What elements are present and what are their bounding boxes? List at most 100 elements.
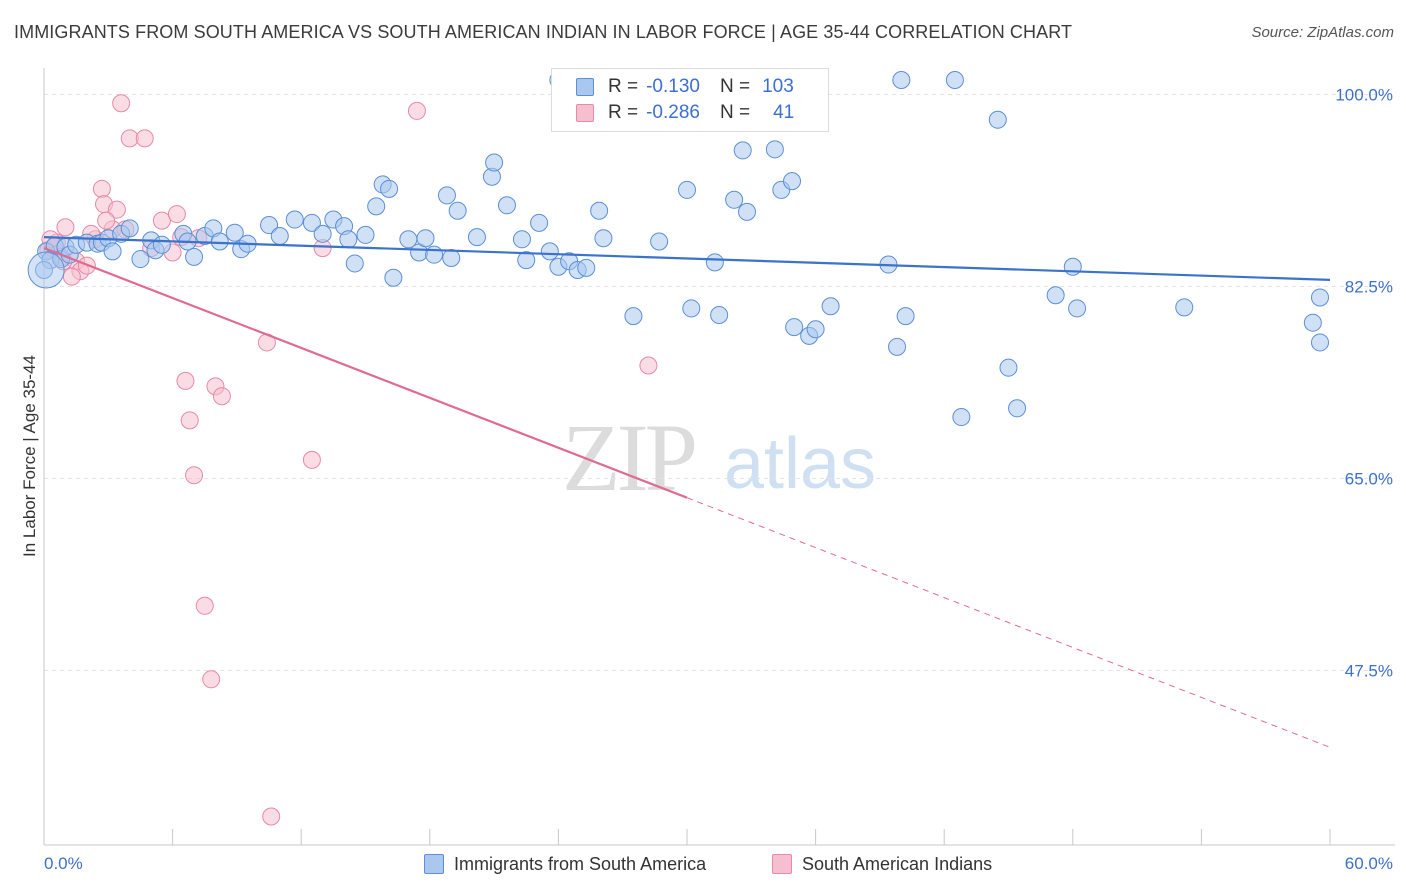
y-tick-label: 82.5% — [1345, 277, 1393, 296]
bottom-legend-label: South American Indians — [802, 853, 993, 874]
legend-n-value: 103 — [762, 76, 794, 97]
blue-data-point — [624, 307, 643, 326]
blue-data-point — [765, 140, 784, 159]
blue-data-point — [260, 216, 279, 235]
blue-data-point-cluster — [27, 251, 65, 289]
blue-data-point — [416, 229, 435, 248]
pink-data-point — [180, 411, 199, 430]
x-tick-label: 60.0% — [1345, 854, 1393, 873]
blue-data-point — [448, 201, 467, 220]
blue-data-point — [999, 358, 1018, 377]
pink-data-point — [407, 101, 426, 120]
blue-data-point — [1311, 288, 1329, 307]
blue-data-point — [425, 245, 444, 264]
pink-data-point — [176, 371, 195, 390]
pink-data-point — [639, 356, 658, 375]
blue-data-point — [120, 219, 139, 238]
pink-data-point — [152, 211, 171, 230]
blue-data-point — [682, 299, 701, 318]
blue-data-point — [210, 232, 229, 251]
pink-data-point — [56, 218, 75, 237]
blue-data-point — [1175, 298, 1194, 317]
pink-data-point — [107, 200, 126, 219]
legend-r-value: -0.286 — [646, 102, 700, 123]
pink-data-point — [62, 267, 81, 286]
legend-row-pink: R = -0.286 N = 41 — [576, 101, 794, 125]
blue-data-point — [485, 153, 504, 172]
trend-line-pink — [43, 247, 688, 499]
blue-data-point — [384, 268, 403, 287]
y-tick-label: 100.0% — [1335, 85, 1393, 104]
pink-data-point — [212, 387, 231, 406]
pink-data-point — [302, 450, 321, 469]
blue-data-point — [313, 224, 332, 243]
blue-data-point — [952, 408, 971, 427]
blue-data-point — [678, 180, 696, 199]
pink-data-point — [167, 205, 186, 224]
blue-data-point — [988, 110, 1007, 129]
blue-data-point — [650, 232, 669, 251]
bottom-legend-label: Immigrants from South America — [454, 853, 707, 874]
blue-data-point — [892, 71, 911, 89]
blue-data-point — [225, 223, 244, 242]
legend-n-label: N = — [719, 76, 751, 97]
blue-data-point — [517, 251, 536, 270]
blue-data-point — [339, 230, 358, 249]
pink-data-point — [195, 596, 214, 615]
blue-data-point — [945, 71, 964, 89]
pink-data-point — [262, 807, 281, 826]
watermark-atlas: atlas — [724, 424, 876, 504]
legend-row-blue: R = -0.130 N = 103 — [576, 75, 794, 99]
source-credit: Source: ZipAtlas.com — [1251, 24, 1394, 41]
blue-data-point — [437, 186, 456, 205]
pink-data-point — [92, 179, 111, 198]
blue-data-point — [725, 190, 744, 209]
tick-labels: 47.5% 65.0% 82.5% 100.0% 0.0% 60.0% — [44, 85, 1393, 873]
legend-n-label: N = — [719, 102, 751, 123]
blue-data-point — [1311, 333, 1329, 352]
blue-data-point — [594, 229, 613, 248]
pink-data-point — [112, 94, 131, 113]
pink-data-point — [185, 466, 204, 485]
pink-data-point — [135, 129, 154, 148]
bottom-legend-swatch-blue — [424, 854, 444, 874]
blue-data-point — [1046, 286, 1065, 305]
bottom-legend-item-blue: Immigrants from South America — [424, 852, 706, 876]
blue-data-point — [152, 235, 171, 254]
blue-data-point — [185, 247, 204, 266]
blue-data-point — [302, 213, 321, 232]
y-axis-label: In Labor Force | Age 35-44 — [20, 355, 39, 557]
blue-data-point — [467, 228, 486, 247]
blue-data-point — [442, 248, 461, 267]
stats-legend: R = -0.130 N = 103 R = -0.286 N = 41 — [551, 68, 829, 132]
x-tick-label: 0.0% — [44, 854, 83, 873]
pink-data-point — [120, 129, 139, 148]
trend-lines — [43, 236, 1331, 748]
blue-data-point — [270, 227, 289, 246]
blue-data-point — [367, 197, 386, 216]
blue-data-point — [497, 196, 516, 215]
trend-line-pink-dashed — [686, 497, 1331, 748]
blue-data-point — [540, 242, 559, 261]
blue-data-point — [577, 258, 596, 277]
blue-data-point — [896, 307, 915, 326]
blue-data-point — [806, 320, 825, 339]
gridlines — [44, 93, 1395, 672]
legend-r-label: R = — [608, 76, 639, 97]
blue-data-point — [785, 318, 804, 337]
watermark: ZIP atlas — [562, 404, 876, 511]
legend-r-value: -0.130 — [646, 76, 700, 97]
blue-data-point — [512, 230, 531, 249]
bottom-legend-swatch-pink — [772, 854, 792, 874]
pink-data-point — [202, 670, 221, 689]
legend-n-value: 41 — [773, 102, 795, 123]
legend-swatch-pink — [576, 104, 594, 122]
blue-data-point — [285, 210, 304, 229]
legend-r-label: R = — [608, 102, 639, 123]
blue-data-point — [888, 337, 907, 356]
blue-data-point — [783, 172, 802, 191]
blue-data-point — [380, 179, 399, 198]
blue-data-point — [1068, 299, 1087, 318]
blue-data-point — [530, 213, 549, 232]
